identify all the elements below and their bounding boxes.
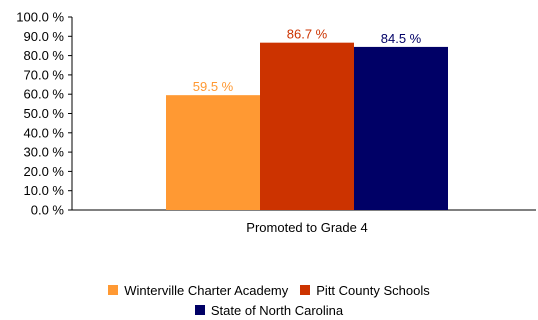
data-label: 86.7 % — [287, 27, 328, 42]
legend-item-winterville: Winterville Charter Academy — [108, 283, 288, 298]
legend: Winterville Charter Academy Pitt County … — [0, 280, 538, 320]
y-tick-label: 90.0 % — [24, 29, 65, 44]
chart-plot: 0.0 % 10.0 % 20.0 % 30.0 % 40.0 % 50.0 % 60.0 … — [16, 10, 536, 235]
legend-label-winterville: Winterville Charter Academy — [124, 282, 289, 298]
legend-item-pitt-county: Pitt County Schools — [300, 282, 430, 298]
y-tick-label: 30.0 % — [24, 145, 65, 160]
legend-item-north-carolina: State of North Carolina — [194, 302, 344, 318]
legend-row-2: State of North Carolina — [0, 300, 538, 320]
legend-row-1: Winterville Charter Academy Pitt County … — [0, 280, 538, 300]
y-tick-label: 60.0 % — [24, 87, 65, 102]
legend-label-pitt-county: Pitt County Schools — [316, 282, 430, 298]
data-label: 59.5 % — [193, 79, 234, 94]
bar — [260, 42, 354, 210]
legend-swatch-pitt-county — [300, 285, 311, 295]
y-tick-label: 70.0 % — [24, 67, 65, 82]
bar — [166, 95, 260, 210]
legend-swatch-north-carolina — [194, 305, 205, 315]
data-label: 84.5 % — [381, 31, 422, 46]
legend-swatch-winterville — [108, 285, 119, 295]
y-tick-label: 50.0 % — [24, 106, 65, 121]
y-tick-label: 80.0 % — [24, 48, 65, 63]
x-category-label: Promoted to Grade 4 — [246, 220, 367, 235]
y-tick-label: 40.0 % — [24, 125, 65, 140]
legend-label-north-carolina: State of North Carolina — [210, 302, 344, 318]
y-tick-label: 20.0 % — [24, 164, 65, 179]
y-tick-label: 10.0 % — [24, 183, 65, 198]
bar — [354, 46, 448, 210]
y-tick-label: 100.0 % — [16, 10, 64, 25]
y-tick-label: 0.0 % — [31, 203, 65, 218]
